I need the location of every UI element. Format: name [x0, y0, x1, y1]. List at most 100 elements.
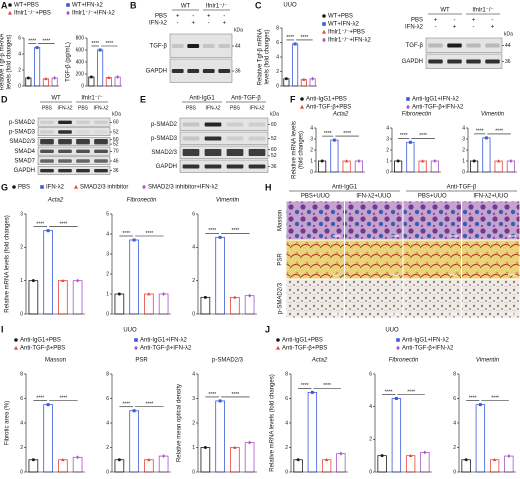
chart-title: Acta2 [332, 112, 349, 118]
significance-label: **** [400, 133, 408, 139]
mean-marker [203, 295, 207, 299]
y-tick-label: 6 [453, 396, 456, 402]
panel-letter: H [265, 182, 272, 192]
mean-marker [117, 458, 121, 462]
band [202, 44, 215, 48]
y-tick-label: 3 [462, 136, 465, 142]
treatment-mark: - [492, 18, 494, 24]
band-label: GAPDH [156, 164, 177, 170]
significance-label: **** [476, 129, 484, 135]
y-tick-label: 0 [106, 311, 109, 317]
band-label: GAPDH [402, 59, 423, 65]
legend-label: WT+PBS [328, 14, 353, 20]
mean-marker [420, 159, 425, 163]
kda-unit: kDa [234, 27, 243, 33]
mean-marker [31, 458, 35, 462]
significance-label: **** [208, 392, 216, 398]
band [94, 149, 108, 154]
chart-title: Fibronectin [127, 198, 157, 204]
legend-label: Anti-TGF-β+PBS [20, 346, 65, 352]
mean-marker [380, 454, 384, 458]
band [226, 149, 244, 156]
significance-label: **** [286, 35, 294, 41]
legend-label: Ifnlr1⁻/⁻+PBS [14, 11, 51, 17]
mean-marker [320, 159, 324, 163]
bar [58, 459, 68, 473]
y-tick-label: 5 [106, 211, 109, 217]
mean-marker [433, 159, 437, 163]
legend-label: WT+PBS [14, 3, 39, 9]
bar [394, 160, 403, 173]
bar [144, 459, 154, 473]
legend-marker [13, 345, 19, 350]
bar [244, 442, 255, 473]
legend-label: Anti-IgG1+PBS [282, 338, 323, 344]
band [447, 43, 462, 48]
bar [405, 455, 416, 473]
panel-letter: J [265, 324, 270, 334]
bar [244, 295, 255, 315]
mean-marker [408, 140, 412, 144]
band [226, 164, 244, 169]
mean-marker [162, 454, 166, 459]
band [58, 168, 72, 173]
legend-marker [134, 345, 138, 351]
significance-label: **** [491, 395, 499, 401]
legend-label: PBS [18, 185, 30, 191]
y-tick-label: 8 [20, 371, 23, 377]
y-tick-label: 3 [386, 136, 389, 142]
group-label: Ifnlr1⁻/⁻ [206, 4, 227, 10]
panel-letter: G [1, 182, 8, 192]
significance-label: **** [231, 392, 239, 398]
histology-image [462, 279, 520, 318]
significance-label: **** [36, 221, 44, 227]
y-tick-label: 8 [285, 371, 288, 377]
bar [158, 455, 169, 473]
mean-marker [248, 440, 252, 445]
y-tick-label: 4 [192, 245, 195, 251]
group-label: Ifnlr1⁻/⁻ [81, 96, 102, 102]
significance-label: **** [300, 35, 308, 41]
legend-marker [40, 185, 44, 189]
y-axis-label: Relative mean optical density [177, 384, 183, 462]
legend-marker [134, 338, 138, 342]
y-tick-label: 4 [276, 54, 279, 60]
band-label: GAPDH [14, 168, 35, 174]
bar [482, 137, 491, 173]
treatment-label: IFN-λ2 [405, 25, 424, 31]
histology-image [286, 240, 344, 279]
chart-title: Masson [45, 358, 66, 364]
condition-label: PBS+UUO [418, 194, 447, 200]
kda-label: 44 [235, 43, 241, 49]
band-label: SMAD4 [14, 149, 35, 155]
legend-marker [300, 97, 304, 101]
band [248, 164, 266, 169]
legend-label: Ifnlr1⁻/⁻+IFN-λ2 [72, 11, 116, 17]
y-tick-label: 4 [192, 371, 195, 377]
bar [494, 160, 503, 173]
bar [158, 293, 169, 315]
band [94, 159, 108, 163]
band [94, 130, 108, 134]
legend-marker [7, 10, 13, 15]
kda-label: 60 [113, 137, 119, 143]
chart-title: Vimentin [481, 112, 505, 118]
treatment-label: PBS [155, 14, 167, 20]
legend-marker [406, 104, 410, 110]
y-tick-label: 1 [386, 158, 389, 164]
histology-image [345, 201, 403, 240]
mean-marker [507, 454, 511, 459]
band [58, 139, 72, 145]
y-tick-label: 0 [386, 169, 389, 175]
bar [342, 160, 351, 173]
bar [97, 49, 104, 87]
band [40, 168, 54, 173]
panel-letter: A [1, 0, 8, 10]
group-label: Anti-TGF-β [447, 185, 477, 191]
y-tick-label: 2 [462, 147, 465, 153]
legend-marker [322, 14, 326, 18]
band-label: SMAD7 [14, 159, 35, 165]
panel-letter: D [1, 94, 8, 104]
band [485, 43, 500, 48]
lane-label: IFN-λ2 [250, 105, 265, 111]
